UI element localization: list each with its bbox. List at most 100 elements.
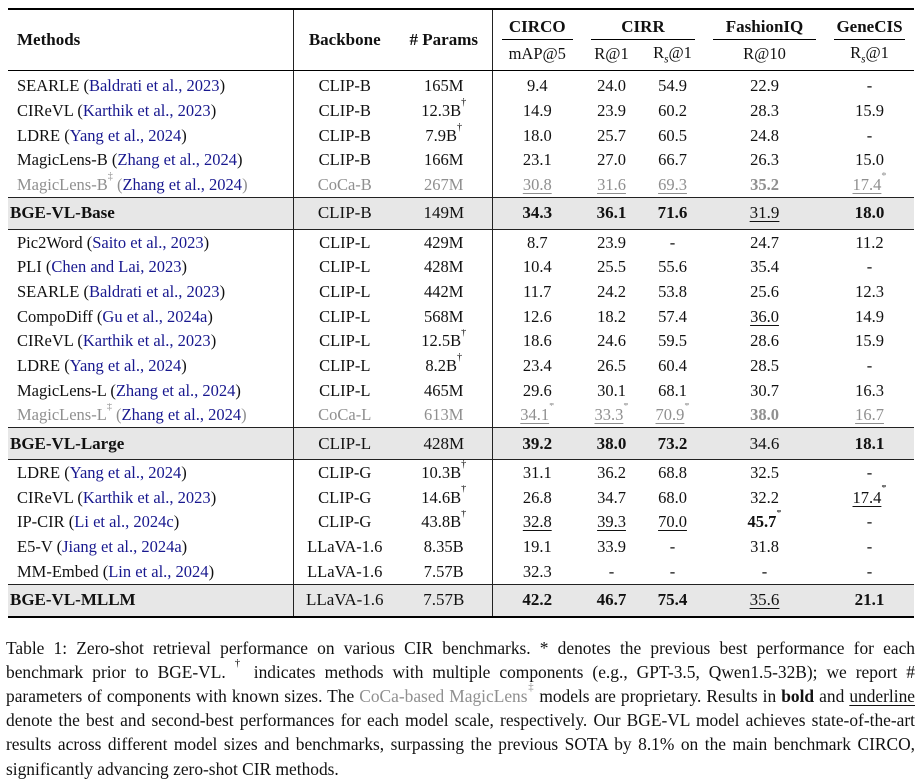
params-value: 442M [424,281,464,301]
metric-cell: 16.3 [825,378,914,403]
cite-close-paren: ) [219,76,226,96]
method-name: CompoDiff [17,306,93,326]
backbone-value: CoCa-L [318,405,372,425]
caption-segment: ‡ [527,681,535,694]
table-row: LDRE (Yang et al., 2024) CLIP-B 7.9B† 18.0 2… [8,123,914,148]
method-cell: CIReVL (Karthik et al., 2023) [8,484,294,510]
method-name: LDRE [17,355,61,375]
cite-open-paren: ( [73,100,83,120]
citation-link[interactable]: Yang et al., 2024 [69,125,182,145]
cite-close-paren: ) [208,561,215,581]
metric-value: 38.0 [596,433,627,453]
metric-value: 35.4 [750,257,779,277]
metric-value: 27.0 [597,150,626,170]
table-row: E5-V (Jiang et al., 2024a) LLaVA-1.6 8.35B… [8,534,914,559]
cite-open-paren: ( [60,462,70,482]
backbone-cell: LLaVA-1.6 [293,583,396,618]
citation-link[interactable]: Yang et al., 2024 [69,462,182,482]
cite-open-paren: ( [73,487,83,507]
metric-cell: 60.4 [641,353,704,378]
cite-close-paren: ) [210,100,217,120]
citation-link[interactable]: Zhang et al., 2024 [122,174,243,194]
citation-link[interactable]: Karthik et al., 2023 [82,331,211,351]
metric-value: - [608,561,615,581]
metric-cell: 11.2 [825,230,914,255]
metric-value: 16.3 [855,380,884,400]
dagger-marker: † [457,353,463,363]
backbone-value: LLaVA-1.6 [305,590,384,610]
table-row: CIReVL (Karthik et al., 2023) CLIP-L 12.5B… [8,328,914,354]
method-name: CIReVL [17,487,74,507]
citation-link[interactable]: Baldrati et al., 2023 [88,76,220,96]
method-name: MagicLens-B [17,174,108,194]
metric-value: 59.5 [658,331,687,351]
metric-value: 11.7 [523,281,552,301]
metric-value: 19.1 [522,536,552,556]
backbone-cell: CLIP-B [293,123,396,148]
cite-close-paren: ) [181,257,188,277]
metric-value: 32.5 [750,462,779,482]
metric-cell: 45.7* [704,510,825,535]
params-cell: 429M [396,229,493,255]
metric-value: 30.7 [750,380,779,400]
metric-cell: 26.3 [704,148,825,173]
citation-link[interactable]: Jiang et al., 2024a [62,536,182,556]
metric-cell: 17.4* [825,485,914,510]
method-name: MM-Embed [17,561,99,581]
metric-value: 75.4 [657,590,688,610]
metric-value: 35.2 [750,174,779,194]
backbone-value: CLIP-L [319,281,371,301]
citation-link[interactable]: Karthik et al., 2023 [82,100,211,120]
metric-cell: 60.2 [641,98,704,123]
metric-value: 73.2 [657,433,688,453]
star-marker: * [881,172,887,182]
params-value: 14.6B [421,487,462,507]
citation-link[interactable]: Zhang et al., 2024 [117,150,237,170]
table-row: CIReVL (Karthik et al., 2023) CLIP-B 12.3B… [8,98,914,124]
citation-link[interactable]: Lin et al., 2024 [108,561,209,581]
cite-open-paren: ( [52,536,63,556]
params-value: 7.57B [423,590,465,610]
metric-value: 18.1 [854,433,885,453]
metric-value: 34.6 [749,433,780,453]
metric-value: 53.8 [658,281,687,301]
method-cell: E5-V (Jiang et al., 2024a) [8,534,294,559]
citation-link[interactable]: Karthik et al., 2023 [82,487,211,507]
metric-cell: 11.7 [492,279,582,304]
table-row: MagicLens-B‡ (Zhang et al., 2024) CoCa-B 2… [8,172,914,198]
citation-link[interactable]: Zhang et al., 2024 [115,380,236,400]
metric-value: - [761,561,768,581]
backbone-value: LLaVA-1.6 [307,536,383,556]
citation-link[interactable]: Chen and Lai, 2023 [51,257,182,277]
metric-value: 10.4 [522,257,552,277]
cite-open-paren: ( [92,306,103,326]
metric-subscript: s [664,53,669,66]
citation-link[interactable]: Saito et al., 2023 [92,232,204,252]
method-cell: IP-CIR (Li et al., 2024c) [8,509,294,535]
params-value: 428M [424,257,464,277]
params-value: 429M [424,232,464,252]
model-name: BGE-VL-MLLM [10,590,136,610]
table-row: SEARLE (Baldrati et al., 2023) CLIP-B 165M… [8,70,914,99]
metric-value: 23.9 [597,100,626,120]
method-name: SEARLE [17,76,80,96]
star-marker: * [549,402,555,413]
citation-link[interactable]: Yang et al., 2024 [69,355,182,375]
params-value: 12.3B [421,100,462,120]
backbone-cell: CLIP-B [293,196,396,231]
backbone-cell: CLIP-G [293,510,396,535]
backbone-cell: CLIP-G [293,485,396,510]
metric-value: - [669,561,676,581]
backbone-value: CLIP-L [319,380,371,400]
params-cell: 428M [396,427,493,461]
citation-link[interactable]: Gu et al., 2024a [102,306,208,326]
metric-value: 16.7 [855,405,884,425]
metric-value: 45.7 [747,512,777,532]
caption-segment: bold [781,686,815,707]
metric-cell: 32.2 [704,485,825,510]
metric-value: 17.4 [852,174,882,194]
citation-link[interactable]: Zhang et al., 2024 [121,405,242,425]
dagger-marker: † [461,509,467,520]
citation-link[interactable]: Baldrati et al., 2023 [88,281,220,301]
citation-link[interactable]: Li et al., 2024c [74,512,174,532]
